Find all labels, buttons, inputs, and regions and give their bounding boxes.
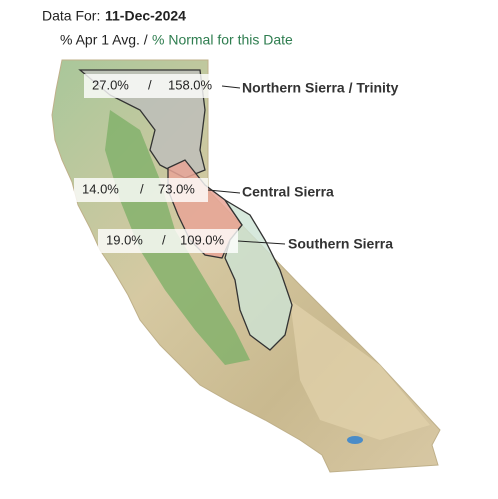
region-name: Central Sierra <box>242 184 334 200</box>
label-box <box>74 178 208 202</box>
apr1-value: 19.0% <box>106 232 143 247</box>
date-value: 11-Dec-2024 <box>105 8 186 24</box>
normal-value: 109.0% <box>180 232 225 247</box>
region-name: Southern Sierra <box>288 236 393 252</box>
date-label: Data For: <box>42 8 100 24</box>
separator: / <box>148 77 152 92</box>
region-name: Northern Sierra / Trinity <box>242 80 399 96</box>
label-box <box>84 74 222 98</box>
separator: / <box>162 232 166 247</box>
separator: / <box>140 181 144 196</box>
desert <box>290 300 430 440</box>
legend-normal: % Normal for this Date <box>152 32 293 48</box>
normal-value: 73.0% <box>158 181 195 196</box>
lake <box>347 436 363 444</box>
leader-line <box>207 189 241 194</box>
leader-line <box>237 240 286 245</box>
leader-line <box>221 85 241 89</box>
region-labels: 27.0% / 158.0% Northern Sierra / Trinity 14.… <box>74 74 399 253</box>
apr1-value: 14.0% <box>82 181 119 196</box>
label-box <box>98 229 238 253</box>
apr1-value: 27.0% <box>92 77 129 92</box>
legend-apr1: % Apr 1 Avg. / <box>60 32 148 48</box>
normal-value: 158.0% <box>168 77 213 92</box>
